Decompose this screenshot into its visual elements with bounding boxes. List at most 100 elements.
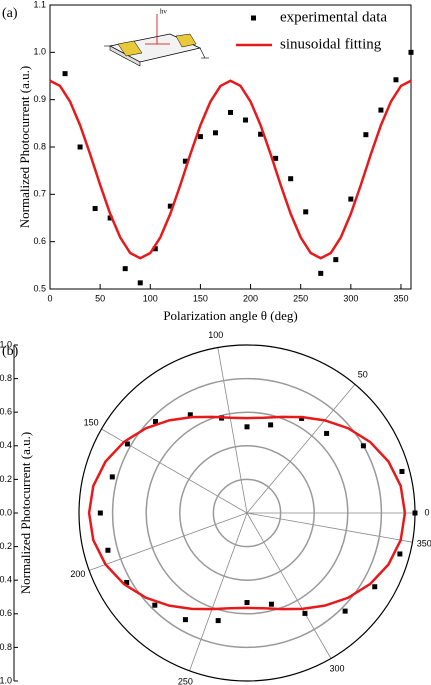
- theta-tick-label: 0: [424, 507, 429, 517]
- r-tick-label: 1.0: [0, 675, 12, 685]
- data-point: [397, 551, 403, 557]
- data-point: [244, 424, 250, 430]
- data-point: [167, 203, 173, 209]
- data-point: [342, 608, 348, 614]
- y-tick-label: 1.0: [33, 47, 46, 57]
- data-point: [399, 468, 405, 474]
- data-point: [273, 155, 279, 161]
- y-tick-label: 1.1: [33, 0, 46, 9]
- data-point: [77, 144, 83, 150]
- inset-device: [104, 14, 209, 67]
- data-point: [122, 266, 128, 272]
- data-point: [363, 132, 369, 138]
- data-point: [318, 270, 324, 276]
- data-point: [182, 617, 188, 623]
- spoke: [246, 384, 356, 514]
- y-axis-label: Normalized Photocurrent (a.u.): [18, 432, 33, 594]
- data-point: [124, 441, 130, 447]
- x-tick-label: 0: [47, 293, 52, 303]
- x-tick-label: 250: [293, 293, 308, 303]
- data-point: [187, 412, 193, 418]
- fit-line: [49, 79, 412, 260]
- r-tick-label: 0.6: [0, 608, 12, 618]
- grid-circle: [179, 445, 315, 581]
- data-point: [62, 71, 68, 77]
- data-point: [299, 415, 305, 421]
- data-point: [244, 600, 250, 606]
- x-tick-label: 50: [95, 293, 105, 303]
- x-tick-label: 300: [343, 293, 358, 303]
- data-point: [412, 510, 418, 516]
- legend-marker: [251, 15, 256, 21]
- grid-circle: [145, 411, 349, 615]
- data-point: [137, 280, 143, 286]
- data-point: [153, 419, 159, 425]
- data-point: [107, 215, 113, 221]
- x-tick-label: 350: [393, 293, 408, 303]
- theta-tick-label: 350: [417, 539, 431, 549]
- r-tick-label: 0.6: [0, 407, 12, 417]
- spoke: [88, 512, 248, 571]
- data-point: [182, 158, 188, 164]
- r-tick-label: 0.0: [0, 507, 12, 517]
- theta-tick-label: 150: [84, 417, 99, 427]
- theta-tick-label: 200: [70, 569, 85, 579]
- data-point: [378, 107, 384, 113]
- y-tick-label: 0.7: [33, 189, 46, 199]
- data-point: [303, 209, 309, 215]
- y-tick-label: 0.6: [33, 236, 46, 246]
- data-point: [372, 584, 378, 590]
- data-point: [348, 196, 354, 202]
- data-point: [360, 443, 366, 449]
- data-point: [124, 579, 130, 585]
- data-point: [197, 134, 203, 140]
- x-tick-label: 100: [143, 293, 158, 303]
- data-point: [268, 422, 274, 428]
- data-point: [288, 176, 294, 182]
- y-axis-label: Normalized Photocurrent (a.u.): [17, 66, 32, 228]
- inset-label: hν: [160, 8, 167, 16]
- data-point: [215, 618, 221, 624]
- r-tick-label: 0.8: [0, 642, 12, 652]
- r-tick-label: 0.4: [0, 440, 12, 450]
- grid-circle: [111, 377, 383, 649]
- data-point: [302, 610, 308, 616]
- theta-tick-label: 250: [178, 677, 193, 685]
- data-point: [228, 109, 233, 115]
- y-tick-label: 0.9: [33, 94, 46, 104]
- x-tick-label: 200: [243, 293, 258, 303]
- data-point: [243, 117, 249, 123]
- data-point: [109, 474, 115, 480]
- theta-tick-label: 300: [329, 663, 344, 673]
- spoke: [246, 512, 413, 543]
- y-tick-label: 0.5: [33, 283, 46, 293]
- data-point: [105, 547, 111, 553]
- r-tick-label: 0.8: [0, 373, 12, 383]
- theta-tick-label: 100: [208, 330, 223, 340]
- panel-label: (a): [2, 6, 18, 21]
- data-point: [408, 49, 414, 55]
- theta-tick-label: 50: [358, 369, 368, 379]
- x-tick-label: 150: [193, 293, 208, 303]
- y-tick-label: 0.8: [33, 141, 46, 151]
- data-point: [212, 130, 218, 136]
- legend-label: experimental data: [280, 9, 387, 25]
- data-point: [324, 430, 330, 436]
- r-tick-label: 1.0: [0, 339, 12, 349]
- data-point: [152, 602, 158, 608]
- r-tick-label: 0.2: [0, 474, 12, 484]
- data-point: [268, 601, 274, 607]
- spoke: [246, 512, 332, 659]
- data-point: [152, 246, 158, 252]
- r-tick-label: 0.2: [0, 541, 12, 551]
- x-axis-label: Polarization angle θ (deg): [163, 308, 297, 323]
- spoke: [189, 512, 248, 672]
- data-point: [393, 77, 399, 83]
- data-point: [333, 257, 339, 263]
- data-point: [92, 206, 98, 212]
- fit-line: [87, 415, 407, 611]
- r-tick-label: 0.4: [0, 575, 12, 585]
- data-point: [97, 510, 103, 516]
- data-point: [258, 131, 264, 137]
